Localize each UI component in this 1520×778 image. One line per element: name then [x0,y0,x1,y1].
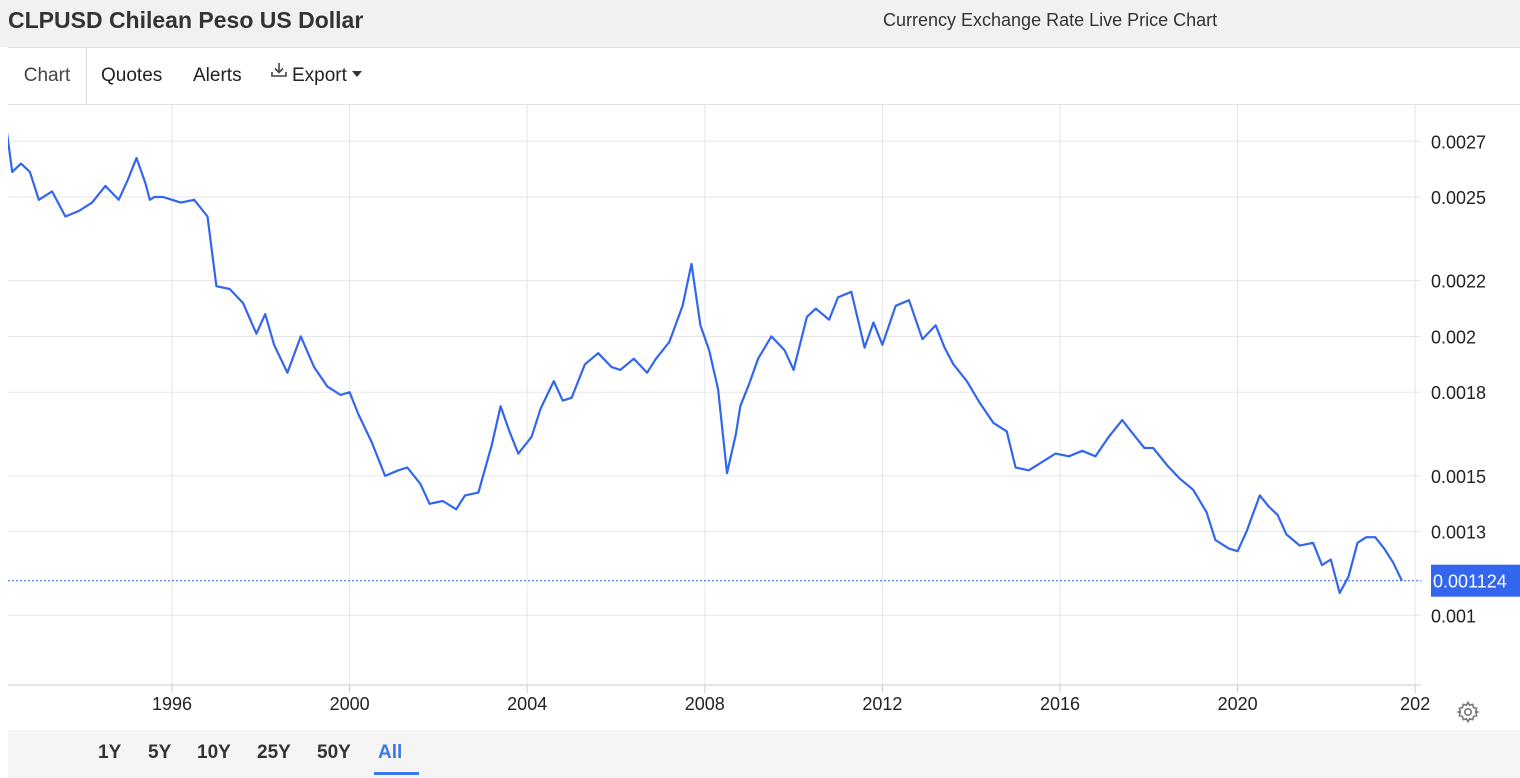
last-value-label: 0.001124 [1433,572,1507,592]
page-subtitle: Currency Exchange Rate Live Price Chart [883,10,1218,30]
range-button-all[interactable]: All [378,742,403,763]
series-line [8,131,1403,595]
export-button[interactable]: Export [270,48,362,105]
page-title: CLPUSD Chilean Peso US Dollar [8,7,364,33]
range-button-10y[interactable]: 10Y [197,742,231,763]
gear-icon[interactable] [1456,700,1480,724]
y-tick-label: 0.0027 [1431,132,1486,152]
x-tick-label: 2008 [685,694,725,714]
y-tick-label: 0.0015 [1431,467,1486,487]
x-axis: 1996 2000 2004 2008 2012 2016 2020 202 [152,694,1430,714]
range-button-5y[interactable]: 5Y [148,742,172,763]
caret-down-icon [351,71,362,77]
y-tick-label: 0.0022 [1431,272,1486,292]
range-button-50y[interactable]: 50Y [317,742,351,763]
x-tick-label: 1996 [152,694,192,714]
x-tick-label: 2004 [507,694,547,714]
range-selector: 1Y 5Y 10Y 25Y 50Y All [8,730,1520,778]
x-tick-label: 2000 [330,694,370,714]
export-label: Export [292,65,347,87]
y-axis: 0.0027 0.0025 0.0022 0.002 0.0018 0.0015 0.001… [1431,132,1486,626]
y-tick-label: 0.001 [1431,606,1476,626]
toolbar: Chart Quotes Alerts Export [8,47,1520,105]
tab-quotes[interactable]: Quotes [101,48,162,105]
tab-chart[interactable]: Chart [8,48,87,105]
tab-alerts[interactable]: Alerts [193,48,242,105]
series [8,131,1403,595]
tab-chart-label: Chart [23,65,71,86]
grid [8,105,1421,693]
y-tick-label: 0.0013 [1431,523,1486,543]
range-button-25y[interactable]: 25Y [257,742,291,763]
page-header: CLPUSD Chilean Peso US Dollar Currency E… [0,0,1520,47]
y-tick-label: 0.0025 [1431,188,1486,208]
range-button-1y[interactable]: 1Y [98,742,122,763]
x-tick-label: 2020 [1218,694,1258,714]
download-icon [270,46,288,102]
tab-quotes-label: Quotes [101,65,163,86]
x-tick-label: 2016 [1040,694,1080,714]
last-value-marker: 0.001124 [8,564,1520,597]
tab-alerts-label: Alerts [193,65,242,86]
y-tick-label: 0.002 [1431,327,1476,347]
price-chart[interactable]: 1996 2000 2004 2008 2012 2016 2020 202 0.00270.… [8,105,1520,730]
x-tick-label: 2012 [862,694,902,714]
last-value-badge [1431,564,1520,597]
x-tick-label: 202 [1400,694,1430,714]
y-tick-label: 0.0018 [1431,383,1486,403]
active-range-indicator [374,772,419,775]
chart-area[interactable]: 1996 2000 2004 2008 2012 2016 2020 202 0.0027 0.… [8,105,1520,730]
